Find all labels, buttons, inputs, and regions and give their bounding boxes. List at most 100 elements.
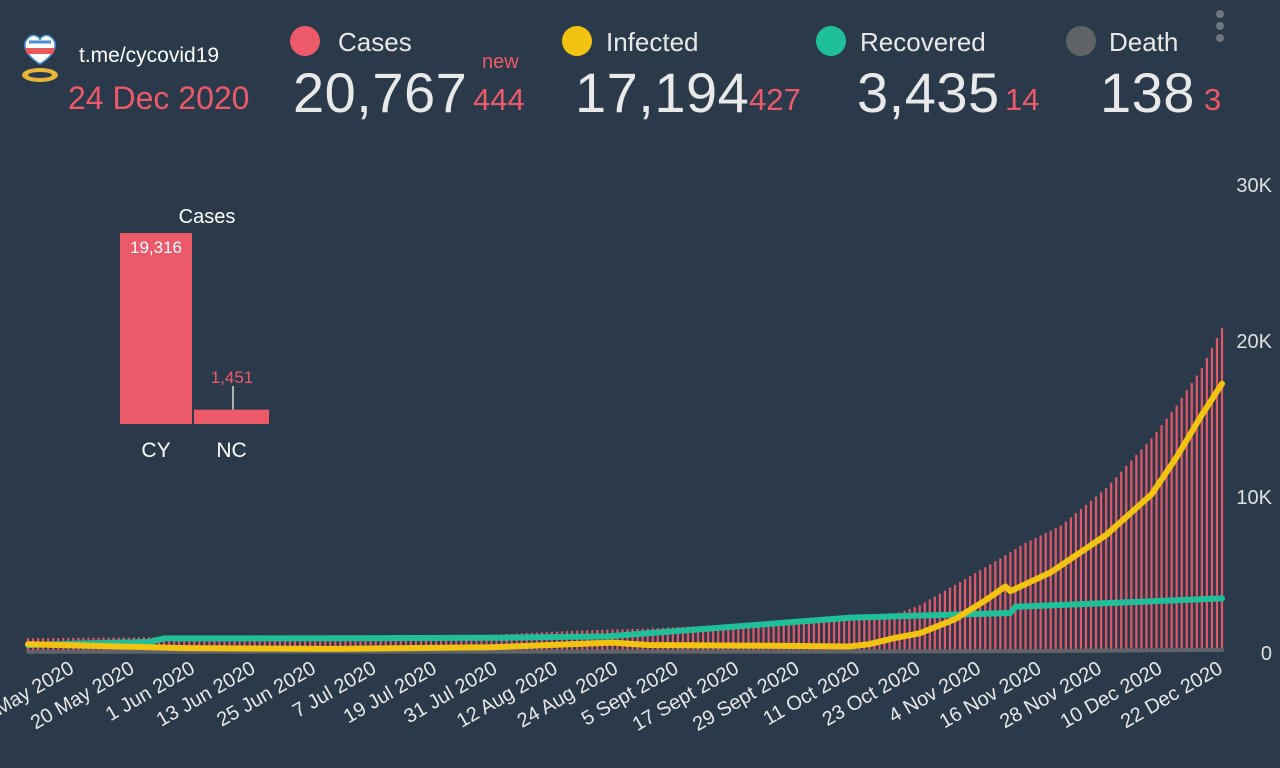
case-bar [1009, 552, 1012, 652]
case-bar [1210, 348, 1214, 652]
case-bar [928, 599, 931, 652]
inset-bar-nc [194, 409, 269, 424]
case-bar [263, 636, 266, 652]
case-bar [767, 623, 770, 652]
inset-value-label: 19,316 [130, 238, 182, 257]
case-bar [1004, 555, 1007, 652]
case-bar [545, 632, 549, 652]
case-bar [1160, 425, 1163, 652]
case-bar [913, 607, 916, 652]
case-bar [1145, 443, 1148, 652]
case-bar [984, 567, 987, 652]
case-bar [238, 636, 241, 652]
case-bar [666, 627, 669, 652]
case-bar [470, 635, 473, 652]
case-bar [525, 633, 528, 652]
case-bar [450, 635, 453, 652]
case-bar [858, 619, 861, 652]
case-bar [1200, 368, 1203, 652]
case-bar [167, 637, 171, 652]
case-bar [188, 637, 191, 652]
case-bar [198, 636, 201, 652]
case-bar [1024, 542, 1027, 652]
case-bar [762, 623, 765, 652]
case-bar [379, 635, 382, 652]
case-bar [923, 602, 926, 652]
case-bar [676, 627, 679, 652]
case-bar [213, 636, 216, 652]
case-bar [1044, 532, 1047, 652]
case-bar [1190, 383, 1193, 652]
case-bar [656, 628, 659, 652]
case-bar [732, 624, 735, 652]
case-bar [1064, 521, 1067, 652]
y-tick-label: 10K [1236, 487, 1272, 509]
case-bar [535, 632, 538, 652]
case-bar [1195, 375, 1198, 652]
case-bar [1110, 482, 1113, 652]
case-bar [1205, 358, 1208, 652]
case-bar [641, 628, 644, 652]
cy-flag-heart-logo [22, 34, 58, 82]
case-bar [631, 628, 634, 652]
case-bar [1155, 431, 1158, 652]
case-bar [1084, 504, 1088, 652]
case-bar [701, 625, 705, 652]
case-bar [782, 622, 785, 652]
case-bar [827, 621, 831, 652]
case-bar [183, 637, 186, 652]
case-bar [1185, 390, 1188, 652]
case-bar [797, 622, 800, 652]
case-bar [409, 635, 412, 652]
case-bar [832, 621, 836, 652]
case-bar [1120, 471, 1123, 652]
new-label: new [482, 51, 519, 73]
case-bar [1125, 466, 1128, 652]
case-bar [1034, 537, 1037, 652]
case-bar [994, 561, 997, 652]
case-bar [1165, 418, 1168, 652]
channel-link[interactable]: t.me/cycovid19 [79, 44, 220, 67]
case-bar [1105, 488, 1108, 652]
case-bar [883, 615, 886, 652]
case-bar [394, 635, 397, 652]
case-bar [490, 634, 493, 652]
case-bar [1094, 496, 1098, 652]
case-bar [843, 620, 846, 652]
recovered-label: Recovered [860, 27, 986, 57]
case-bar [414, 635, 418, 652]
case-bar [455, 635, 458, 652]
case-bar [1049, 530, 1052, 652]
case-bar [696, 626, 700, 652]
case-bar [288, 636, 292, 652]
infected-legend-dot [562, 26, 592, 56]
case-bar [495, 634, 498, 652]
case-bar [319, 636, 322, 652]
case-bar [822, 621, 826, 652]
infected-label: Infected [606, 27, 699, 57]
cases-label: Cases [338, 27, 412, 57]
case-bar [485, 634, 488, 652]
case-bar [671, 627, 674, 652]
case-bar [374, 636, 377, 652]
more-vertical-icon[interactable] [1212, 10, 1228, 44]
case-bar [807, 622, 810, 652]
case-bar [651, 628, 654, 652]
case-bar [878, 616, 881, 652]
case-bar [434, 635, 438, 652]
case-bar [540, 632, 543, 652]
recovered-line [25, 595, 1225, 648]
case-bar [329, 636, 332, 652]
infected-value: 17,194 [575, 61, 750, 124]
case-bar [1180, 398, 1183, 652]
case-bar [465, 635, 468, 652]
case-bar [1059, 525, 1062, 652]
case-bar [1019, 545, 1022, 652]
case-bar [752, 623, 755, 652]
case-bar [384, 635, 387, 652]
case-bar [389, 635, 392, 652]
case-bar [646, 628, 649, 652]
case-bar [1014, 549, 1017, 652]
